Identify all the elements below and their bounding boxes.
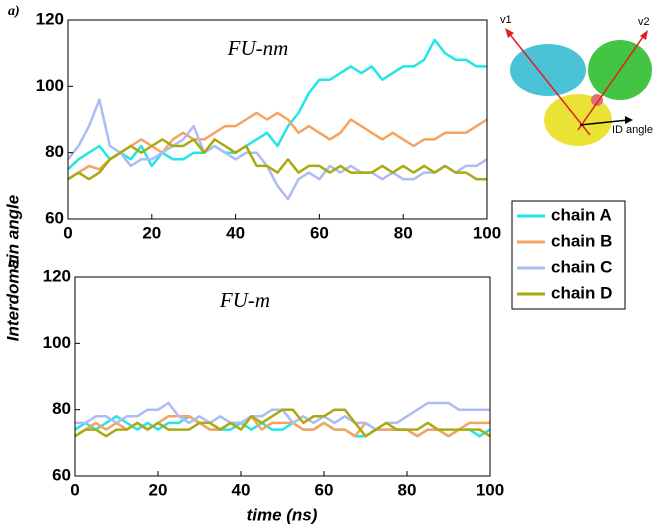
series-line [75,401,490,431]
annotation: ID angle [612,124,653,136]
chart-title: FU-m [219,288,270,312]
annotation: v1 [500,14,512,26]
series-line [67,98,488,201]
x-tick-label: 0 [70,480,79,499]
series-line [67,111,488,181]
legend-label: chain B [551,231,612,250]
series-line [74,408,491,438]
legend-label: chain C [551,257,612,276]
plot-frame [74,276,491,477]
y-tick-label: 100 [36,76,64,95]
panel-label: a) [8,4,20,19]
y-tick-label: 120 [36,9,64,28]
y-tick-label: 60 [45,208,64,227]
x-tick-label: 80 [398,480,417,499]
y-tick-label: 60 [52,465,71,484]
legend-box [511,200,626,310]
chart-title: FU-nm [227,36,289,60]
x-tick-label: 60 [310,223,329,242]
x-tick-label: 60 [315,480,334,499]
panel-label: b) [8,256,20,271]
x-tick-label: 100 [473,223,501,242]
series-line [67,138,487,181]
x-tick-label: 20 [149,480,168,499]
x-tick-label: 80 [394,223,413,242]
x-tick-label: 100 [476,480,504,499]
series-line [74,415,491,438]
x-tick-label: 40 [226,223,245,242]
legend-label: chain A [551,205,612,224]
x-tick-label: 40 [232,480,251,499]
y-tick-label: 80 [52,399,71,418]
y-axis-label: Interdomain angle [3,195,22,341]
annotation: v2 [638,16,650,28]
x-tick-label: 20 [142,223,161,242]
x-tick-label: 0 [63,223,72,242]
x-axis-label: time (ns) [247,505,318,524]
protein-inset [505,28,652,146]
y-tick-label: 80 [45,142,64,161]
y-tick-label: 120 [43,266,71,285]
plot-frame [67,19,488,220]
legend-label: chain D [551,283,612,302]
series-line [74,415,490,438]
y-tick-label: 100 [43,333,71,352]
